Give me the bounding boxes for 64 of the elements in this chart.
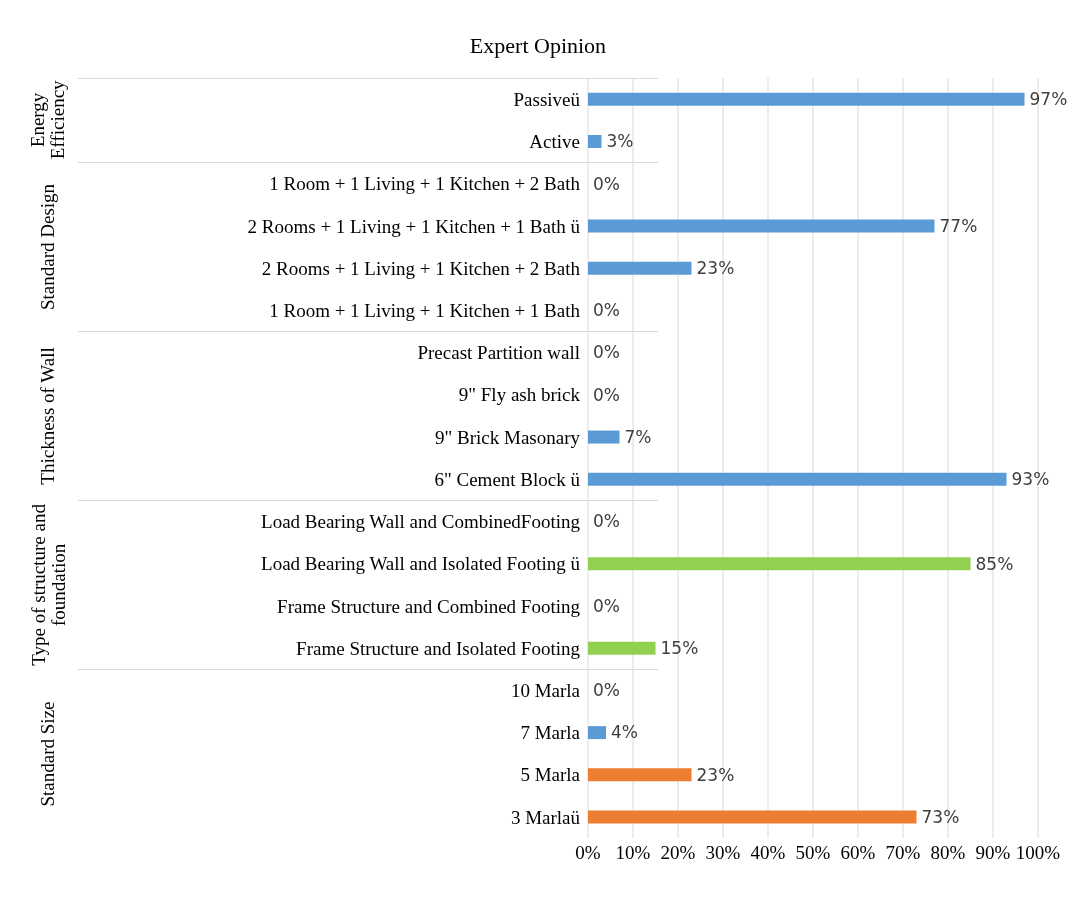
data-label: 0% <box>593 299 620 322</box>
bar <box>588 430 620 444</box>
data-label: 77% <box>939 214 978 237</box>
data-label: 0% <box>593 172 620 195</box>
y-tick-label: Load Bearing Wall and Isolated Footing ü <box>261 553 581 575</box>
x-tick-label: 70% <box>885 842 921 864</box>
x-tick-label: 40% <box>750 842 786 864</box>
data-label: 93% <box>1011 468 1050 491</box>
bar <box>588 92 1025 106</box>
bar <box>588 641 656 655</box>
x-tick-label: 20% <box>660 842 696 864</box>
data-label: 0% <box>593 341 620 364</box>
y-tick-label: 9" Brick Masonary <box>435 426 581 448</box>
y-tick-label: 2 Rooms + 1 Living + 1 Kitchen + 1 Bath ü <box>247 215 581 237</box>
data-label: 85% <box>975 552 1014 575</box>
y-tick-label: 5 Marla <box>520 764 581 786</box>
data-label: 0% <box>593 510 620 533</box>
x-tick-label: 80% <box>930 842 966 864</box>
y-tick-label: 1 Room + 1 Living + 1 Kitchen + 1 Bath <box>269 299 581 321</box>
bar <box>588 726 606 740</box>
y-tick-label: 7 Marla <box>520 722 581 744</box>
bar <box>588 135 602 148</box>
y-tick-label: Precast Partition wall <box>417 342 580 364</box>
chart-title: Expert Opinion <box>468 33 608 59</box>
y-tick-label: 2 Rooms + 1 Living + 1 Kitchen + 2 Bath <box>261 257 581 279</box>
bar <box>588 219 935 233</box>
data-label: 3% <box>606 130 634 153</box>
y-tick-label: 6" Cement Block ü <box>434 468 581 490</box>
data-label: 0% <box>593 679 620 702</box>
data-label: 97% <box>1029 88 1068 111</box>
data-label: 23% <box>696 763 735 786</box>
x-tick-label: 90% <box>975 842 1011 864</box>
bar <box>588 557 971 571</box>
x-tick-label: 10% <box>615 842 651 864</box>
text: Energy Efficiency <box>27 80 68 160</box>
y-tick-label: 10 Marla <box>510 679 581 701</box>
data-label: 4% <box>611 721 638 744</box>
text: Thickness of Wall <box>37 346 59 487</box>
data-label: 7% <box>624 425 652 448</box>
x-tick-label: 30% <box>705 842 741 864</box>
data-label: 73% <box>921 805 960 828</box>
y-tick-label: Active <box>529 131 580 153</box>
x-tick-label: 0% <box>575 842 601 864</box>
x-tick-label: 50% <box>795 842 831 864</box>
y-tick-label: 9" Fly ash brick <box>458 384 581 406</box>
text: Type of structure and foundation <box>27 503 68 667</box>
bar <box>588 261 692 275</box>
x-tick-label: 60% <box>840 842 876 864</box>
text: Standard Design <box>37 182 59 312</box>
data-label: 0% <box>593 383 620 406</box>
data-label: 0% <box>593 594 620 617</box>
data-label: 15% <box>660 637 699 659</box>
bar <box>588 810 917 824</box>
y-tick-label: 3 Marlaü <box>510 806 581 828</box>
data-label: 23% <box>696 257 735 279</box>
y-tick-label: Passiveü <box>513 88 581 110</box>
y-tick-label: 1 Room + 1 Living + 1 Kitchen + 2 Bath <box>269 173 581 195</box>
y-tick-label: Frame Structure and Combined Footing <box>277 595 581 617</box>
x-tick-label: 100% <box>1015 842 1061 864</box>
bar <box>588 768 692 782</box>
text: Standard Size <box>37 700 59 809</box>
y-tick-label: Frame Structure and Isolated Footing <box>296 637 581 659</box>
bar <box>588 472 1007 486</box>
y-tick-label: Load Bearing Wall and CombinedFooting <box>261 511 581 533</box>
